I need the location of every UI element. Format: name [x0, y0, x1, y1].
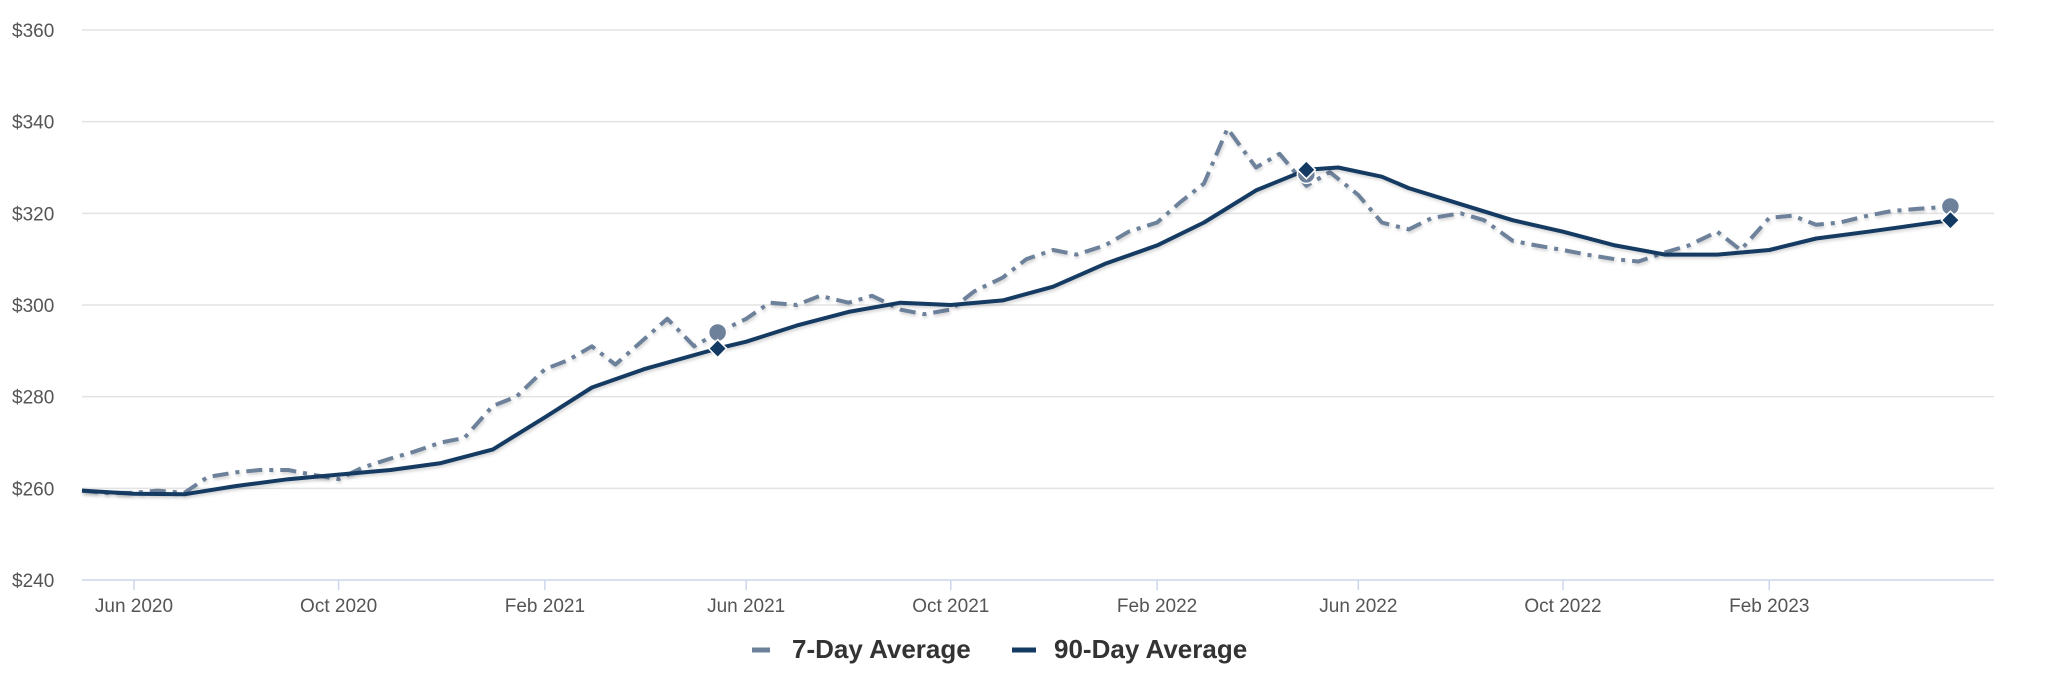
y-tick-label: $320: [12, 204, 54, 225]
x-tick-label: Oct 2021: [912, 596, 989, 617]
x-tick-label: Feb 2023: [1729, 596, 1809, 617]
legend-item-90-day-average[interactable]: 90-Day Average: [1012, 634, 1247, 664]
x-tick-label: Oct 2020: [300, 596, 377, 617]
y-tick-label: $300: [12, 296, 54, 317]
y-tick-label: $340: [12, 113, 54, 134]
marker-90-day-average[interactable]: [1296, 159, 1317, 180]
x-tick-label: Oct 2022: [1524, 596, 1601, 617]
x-tick-label: Feb 2022: [1117, 596, 1197, 617]
series-lines: [81, 126, 1951, 497]
legend-label: 90-Day Average: [1054, 634, 1247, 664]
x-tick-label: Feb 2021: [505, 596, 585, 617]
legend-item-7-day-average[interactable]: 7-Day Average: [752, 634, 971, 664]
y-tick-label: $240: [12, 571, 54, 592]
y-axis-tick-labels: $240 $260 $280 $300 $320 $340 $360: [12, 21, 54, 592]
x-axis: Jun 2020 Oct 2020 Feb 2021 Jun 2021 Oct 2021…: [82, 579, 1994, 617]
gridlines: [82, 29, 1994, 490]
y-tick-label: $260: [12, 479, 54, 500]
y-tick-label: $280: [12, 388, 54, 409]
marker-90-day-average[interactable]: [707, 338, 728, 359]
legend[interactable]: 7-Day Average 90-Day Average: [752, 634, 1247, 664]
marker-90-day-average[interactable]: [1940, 210, 1961, 231]
x-tick-label: Jun 2021: [707, 596, 785, 617]
series-line-7-day-average[interactable]: [81, 126, 1951, 495]
legend-label: 7-Day Average: [792, 634, 971, 664]
series-markers: [707, 159, 1961, 359]
x-tick-label: Jun 2020: [95, 596, 173, 617]
y-tick-label: $360: [12, 21, 54, 42]
series-line-90-day-average[interactable]: [81, 165, 1951, 497]
x-tick-label: Jun 2022: [1319, 596, 1397, 617]
